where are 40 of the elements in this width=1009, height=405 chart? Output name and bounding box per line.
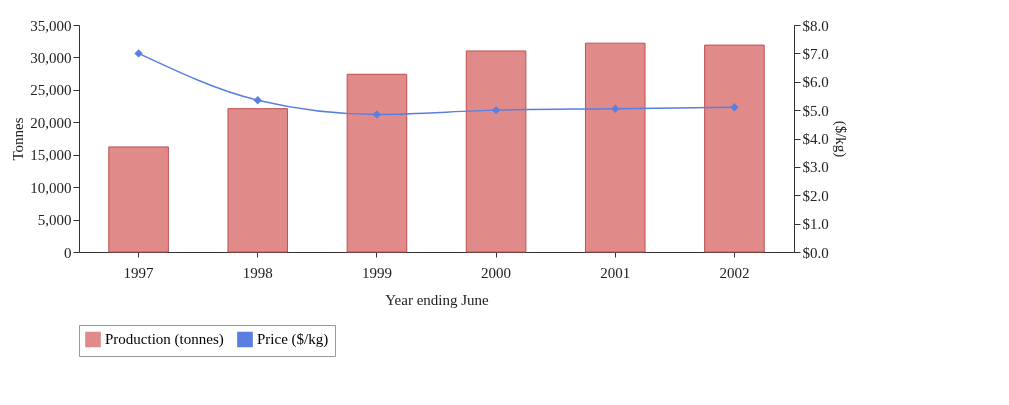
point xyxy=(134,49,143,58)
point xyxy=(611,104,620,113)
y2-tick-label: $6.0 xyxy=(802,74,829,91)
y-tick-label: 5,000 xyxy=(37,212,72,229)
x-tick-label: 1997 xyxy=(123,264,155,281)
x-tick-label: 1999 xyxy=(361,264,392,281)
y-tick-label: 15,000 xyxy=(30,147,72,164)
point xyxy=(730,103,739,112)
x-tick-label: 1998 xyxy=(242,264,273,281)
legend-label: Production (tonnes) xyxy=(105,331,224,349)
point xyxy=(253,96,262,105)
y-tick-label: 30,000 xyxy=(30,49,72,66)
y2-tick-label: $0.0 xyxy=(802,244,829,261)
point xyxy=(491,105,501,115)
bar xyxy=(704,44,765,253)
y-tick-label: 10,000 xyxy=(30,179,72,196)
y2-tick-label: $3.0 xyxy=(802,159,829,176)
y2-tick-label: $7.0 xyxy=(802,45,829,62)
y-axis-title: Tonnes xyxy=(10,117,27,161)
y2-tick-label: $1.0 xyxy=(802,216,829,233)
y2-tick-label: $2.0 xyxy=(802,187,829,204)
y-tick-label: 25,000 xyxy=(30,82,72,99)
y2-tick-label: $4.0 xyxy=(802,131,829,147)
x-tick-label: 2001 xyxy=(600,264,631,281)
legend-label: Price ($/kg) xyxy=(257,331,329,349)
bar xyxy=(346,73,408,253)
y-tick-label: 0 xyxy=(64,244,72,261)
y2-tick-label: $8.0 xyxy=(802,17,829,34)
y2-axis-title: ($/kg) xyxy=(831,120,849,158)
y-tick-label: 35,000 xyxy=(30,17,72,34)
y2-tick-label: $5.0 xyxy=(802,102,829,119)
bar xyxy=(465,50,527,253)
y-tick-label: 20,000 xyxy=(30,114,72,131)
x-tick-label: 2002 xyxy=(719,264,750,281)
x-tick-label: 2000 xyxy=(481,264,512,281)
point xyxy=(372,110,382,119)
bar xyxy=(227,108,289,253)
bar xyxy=(584,42,646,253)
x-axis-title: Year ending June xyxy=(385,291,490,308)
bar xyxy=(108,146,169,253)
